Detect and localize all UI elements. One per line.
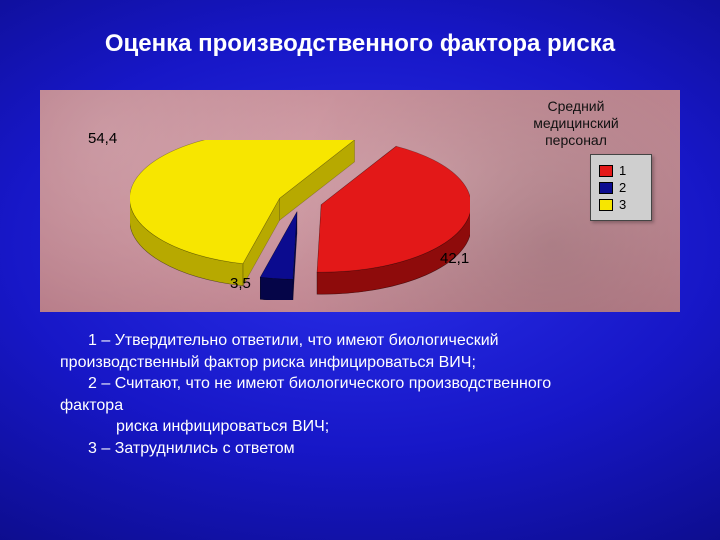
footnote-line: 2 – Считают, что не имеют биологического… [60,373,680,395]
legend-label: 1 [619,163,626,178]
footnotes: 1 – Утвердительно ответили, что имеют би… [60,330,680,460]
legend-item: 3 [599,197,643,212]
legend-label: 2 [619,180,626,195]
legend-label: 3 [619,197,626,212]
data-label-1: 42,1 [440,250,469,267]
page-title: Оценка производственного фактора риска [0,30,720,58]
data-label-2: 3,5 [230,275,251,292]
footnote-line: риска инфицироваться ВИЧ; [60,416,680,438]
chart-legend: 1 2 3 [590,154,652,221]
pie-svg [130,140,470,300]
data-label-3: 54,4 [88,130,117,147]
slide-root: Оценка производственного фактора риска С… [0,0,720,540]
legend-item: 2 [599,180,643,195]
footnote-line: производственный фактор риска инфицирова… [60,352,680,374]
legend-swatch-2 [599,182,613,194]
footnote-line: 3 – Затруднились с ответом [60,438,680,460]
pie-chart [130,140,470,300]
footnote-line: 1 – Утвердительно ответили, что имеют би… [60,330,680,352]
chart-subtitle: Средний медицинский персонал [506,98,646,148]
legend-swatch-3 [599,199,613,211]
chart-panel: Средний медицинский персонал 1 2 3 54,4 … [40,90,680,312]
footnote-line: фактора [60,395,680,417]
legend-item: 1 [599,163,643,178]
legend-swatch-1 [599,165,613,177]
